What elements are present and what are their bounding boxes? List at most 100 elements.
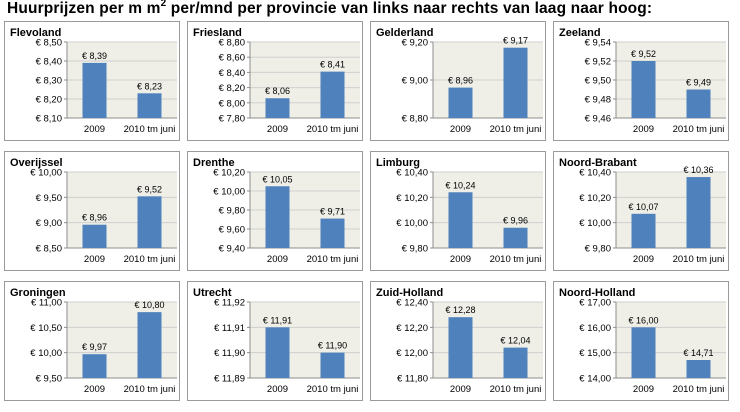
- y-tick-label: € 10,00: [396, 218, 428, 229]
- y-tick-label: € 9,52: [585, 57, 611, 68]
- y-tick-label: € 10,00: [213, 187, 245, 198]
- chart-title: Zeeland: [559, 27, 601, 39]
- y-tick-label: € 11,89: [214, 374, 245, 385]
- page-title-superscript: 2: [160, 0, 167, 9]
- data-label: € 10,36: [683, 165, 713, 175]
- x-tick-label: 2010 tm juni: [124, 254, 176, 265]
- y-tick-label: € 9,46: [585, 114, 611, 125]
- bar-chart: € 11,89 € 11,90 € 11,91 € 11,92 € 11,91 2009 €…: [193, 287, 360, 395]
- bar: [320, 71, 345, 118]
- data-label: € 11,91: [263, 315, 292, 325]
- chart-panel: € 9,40 € 9,60 € 9,80 € 10,00 € 10,20 € 10,05 2…: [187, 151, 363, 271]
- bar-chart: € 9,80 € 10,00 € 10,20 € 10,40 € 10,07 2009 € …: [559, 157, 726, 265]
- bar-chart: € 9,80 € 10,00 € 10,20 € 10,40 € 10,24 2009 € …: [376, 157, 543, 265]
- bar: [686, 360, 711, 378]
- y-tick-label: € 11,92: [214, 298, 245, 309]
- y-tick-label: € 9,48: [585, 95, 611, 106]
- chart-grid: € 8,10 € 8,20 € 8,30 € 8,40 € 8,50 € 8,39 2009…: [4, 21, 736, 409]
- data-label: € 8,96: [82, 213, 107, 223]
- y-tick-label: € 11,00: [31, 298, 62, 309]
- data-label: € 8,96: [448, 76, 473, 86]
- bar-chart: € 9,46 € 9,48 € 9,50 € 9,52 € 9,54 € 9,52 2009…: [559, 27, 726, 135]
- chart-panel: € 7,80 € 8,00 € 8,20 € 8,40 € 8,60 € 8,80 € 8,…: [187, 21, 363, 141]
- x-tick-label: 2010 tm juni: [673, 254, 725, 265]
- data-label: € 8,23: [137, 81, 162, 91]
- bar: [320, 352, 345, 378]
- y-tick-label: € 7,80: [219, 114, 245, 125]
- y-tick-label: € 10,40: [579, 168, 611, 179]
- bar: [265, 327, 290, 378]
- y-tick-label: € 14,00: [579, 374, 611, 385]
- x-tick-label: 2010 tm juni: [307, 384, 359, 395]
- y-tick-label: € 17,00: [579, 298, 611, 309]
- x-tick-label: 2009: [267, 254, 288, 265]
- bar: [503, 47, 528, 119]
- bar: [82, 354, 107, 378]
- x-tick-label: 2009: [267, 384, 288, 395]
- chart-title: Friesland: [193, 27, 242, 39]
- bar: [631, 61, 656, 118]
- y-tick-label: € 8,80: [402, 114, 428, 125]
- y-tick-label: € 11,80: [397, 374, 428, 385]
- y-tick-label: € 10,20: [579, 193, 611, 204]
- x-tick-label: 2010 tm juni: [490, 254, 542, 265]
- x-tick-label: 2009: [84, 124, 105, 135]
- y-tick-label: € 9,50: [36, 374, 62, 385]
- page-title-text: Huurprijzen per m m: [7, 0, 161, 17]
- y-tick-label: € 8,10: [36, 114, 62, 125]
- y-tick-label: € 10,00: [30, 168, 62, 179]
- chart-panel: € 8,10 € 8,20 € 8,30 € 8,40 € 8,50 € 8,39 2009…: [4, 21, 180, 141]
- y-tick-label: € 8,40: [36, 57, 62, 68]
- data-label: € 12,04: [500, 336, 530, 346]
- bar: [631, 327, 656, 378]
- y-tick-label: € 8,50: [36, 38, 62, 49]
- chart-title: Limburg: [376, 157, 420, 169]
- bar-chart: € 14,00 € 15,00 € 16,00 € 17,00 € 16,00 2009 €…: [559, 287, 726, 395]
- chart-panel: € 11,89 € 11,90 € 11,91 € 11,92 € 11,91 2009 €…: [187, 281, 363, 401]
- y-tick-label: € 8,80: [219, 38, 245, 49]
- data-label: € 8,06: [265, 86, 290, 96]
- bar: [503, 227, 528, 248]
- data-label: € 10,80: [134, 300, 164, 310]
- bar: [137, 93, 162, 118]
- x-tick-label: 2010 tm juni: [124, 384, 176, 395]
- y-tick-label: € 9,80: [585, 244, 611, 255]
- y-tick-label: € 10,50: [30, 323, 62, 334]
- bar: [448, 87, 473, 118]
- data-label: € 9,52: [137, 184, 162, 194]
- data-label: € 9,71: [320, 207, 345, 217]
- data-label: € 16,00: [628, 315, 658, 325]
- chart-title: Overijssel: [10, 157, 63, 169]
- chart-title: Utrecht: [193, 287, 232, 299]
- bar-chart: € 9,50 € 10,00 € 10,50 € 11,00 € 9,97 2009 € 1…: [10, 287, 177, 395]
- y-tick-label: € 9,60: [219, 225, 245, 236]
- x-tick-label: 2010 tm juni: [307, 254, 359, 265]
- bar: [137, 196, 162, 248]
- x-tick-label: 2009: [633, 254, 654, 265]
- bar: [320, 218, 345, 248]
- y-tick-label: € 8,50: [36, 244, 62, 255]
- y-tick-label: € 15,00: [579, 348, 611, 359]
- bar-chart: € 8,80 € 9,00 € 9,20 € 8,96 2009 € 9,17 2010 t…: [376, 27, 543, 135]
- chart-title: Gelderland: [376, 27, 433, 39]
- chart-panel: € 9,50 € 10,00 € 10,50 € 11,00 € 9,97 2009 € 1…: [4, 281, 180, 401]
- data-label: € 12,28: [445, 305, 475, 315]
- x-tick-label: 2009: [633, 124, 654, 135]
- y-tick-label: € 10,20: [213, 168, 245, 179]
- bar: [137, 312, 162, 378]
- x-tick-label: 2009: [633, 384, 654, 395]
- x-tick-label: 2009: [450, 124, 471, 135]
- y-tick-label: € 10,00: [30, 348, 62, 359]
- x-tick-label: 2010 tm juni: [673, 384, 725, 395]
- y-tick-label: € 9,80: [219, 206, 245, 217]
- page-title: Huurprijzen per m m2 per/mnd per provinc…: [7, 0, 652, 18]
- y-tick-label: € 10,00: [579, 218, 611, 229]
- data-label: € 9,97: [82, 342, 107, 352]
- bar: [503, 347, 528, 378]
- x-tick-label: 2009: [450, 384, 471, 395]
- y-tick-label: € 8,00: [219, 98, 245, 109]
- x-tick-label: 2009: [450, 254, 471, 265]
- data-label: € 8,39: [82, 51, 107, 61]
- chart-panel: € 11,80 € 12,00 € 12,20 € 12,40 € 12,28 2009 €…: [370, 281, 546, 401]
- y-tick-label: € 8,40: [219, 68, 245, 79]
